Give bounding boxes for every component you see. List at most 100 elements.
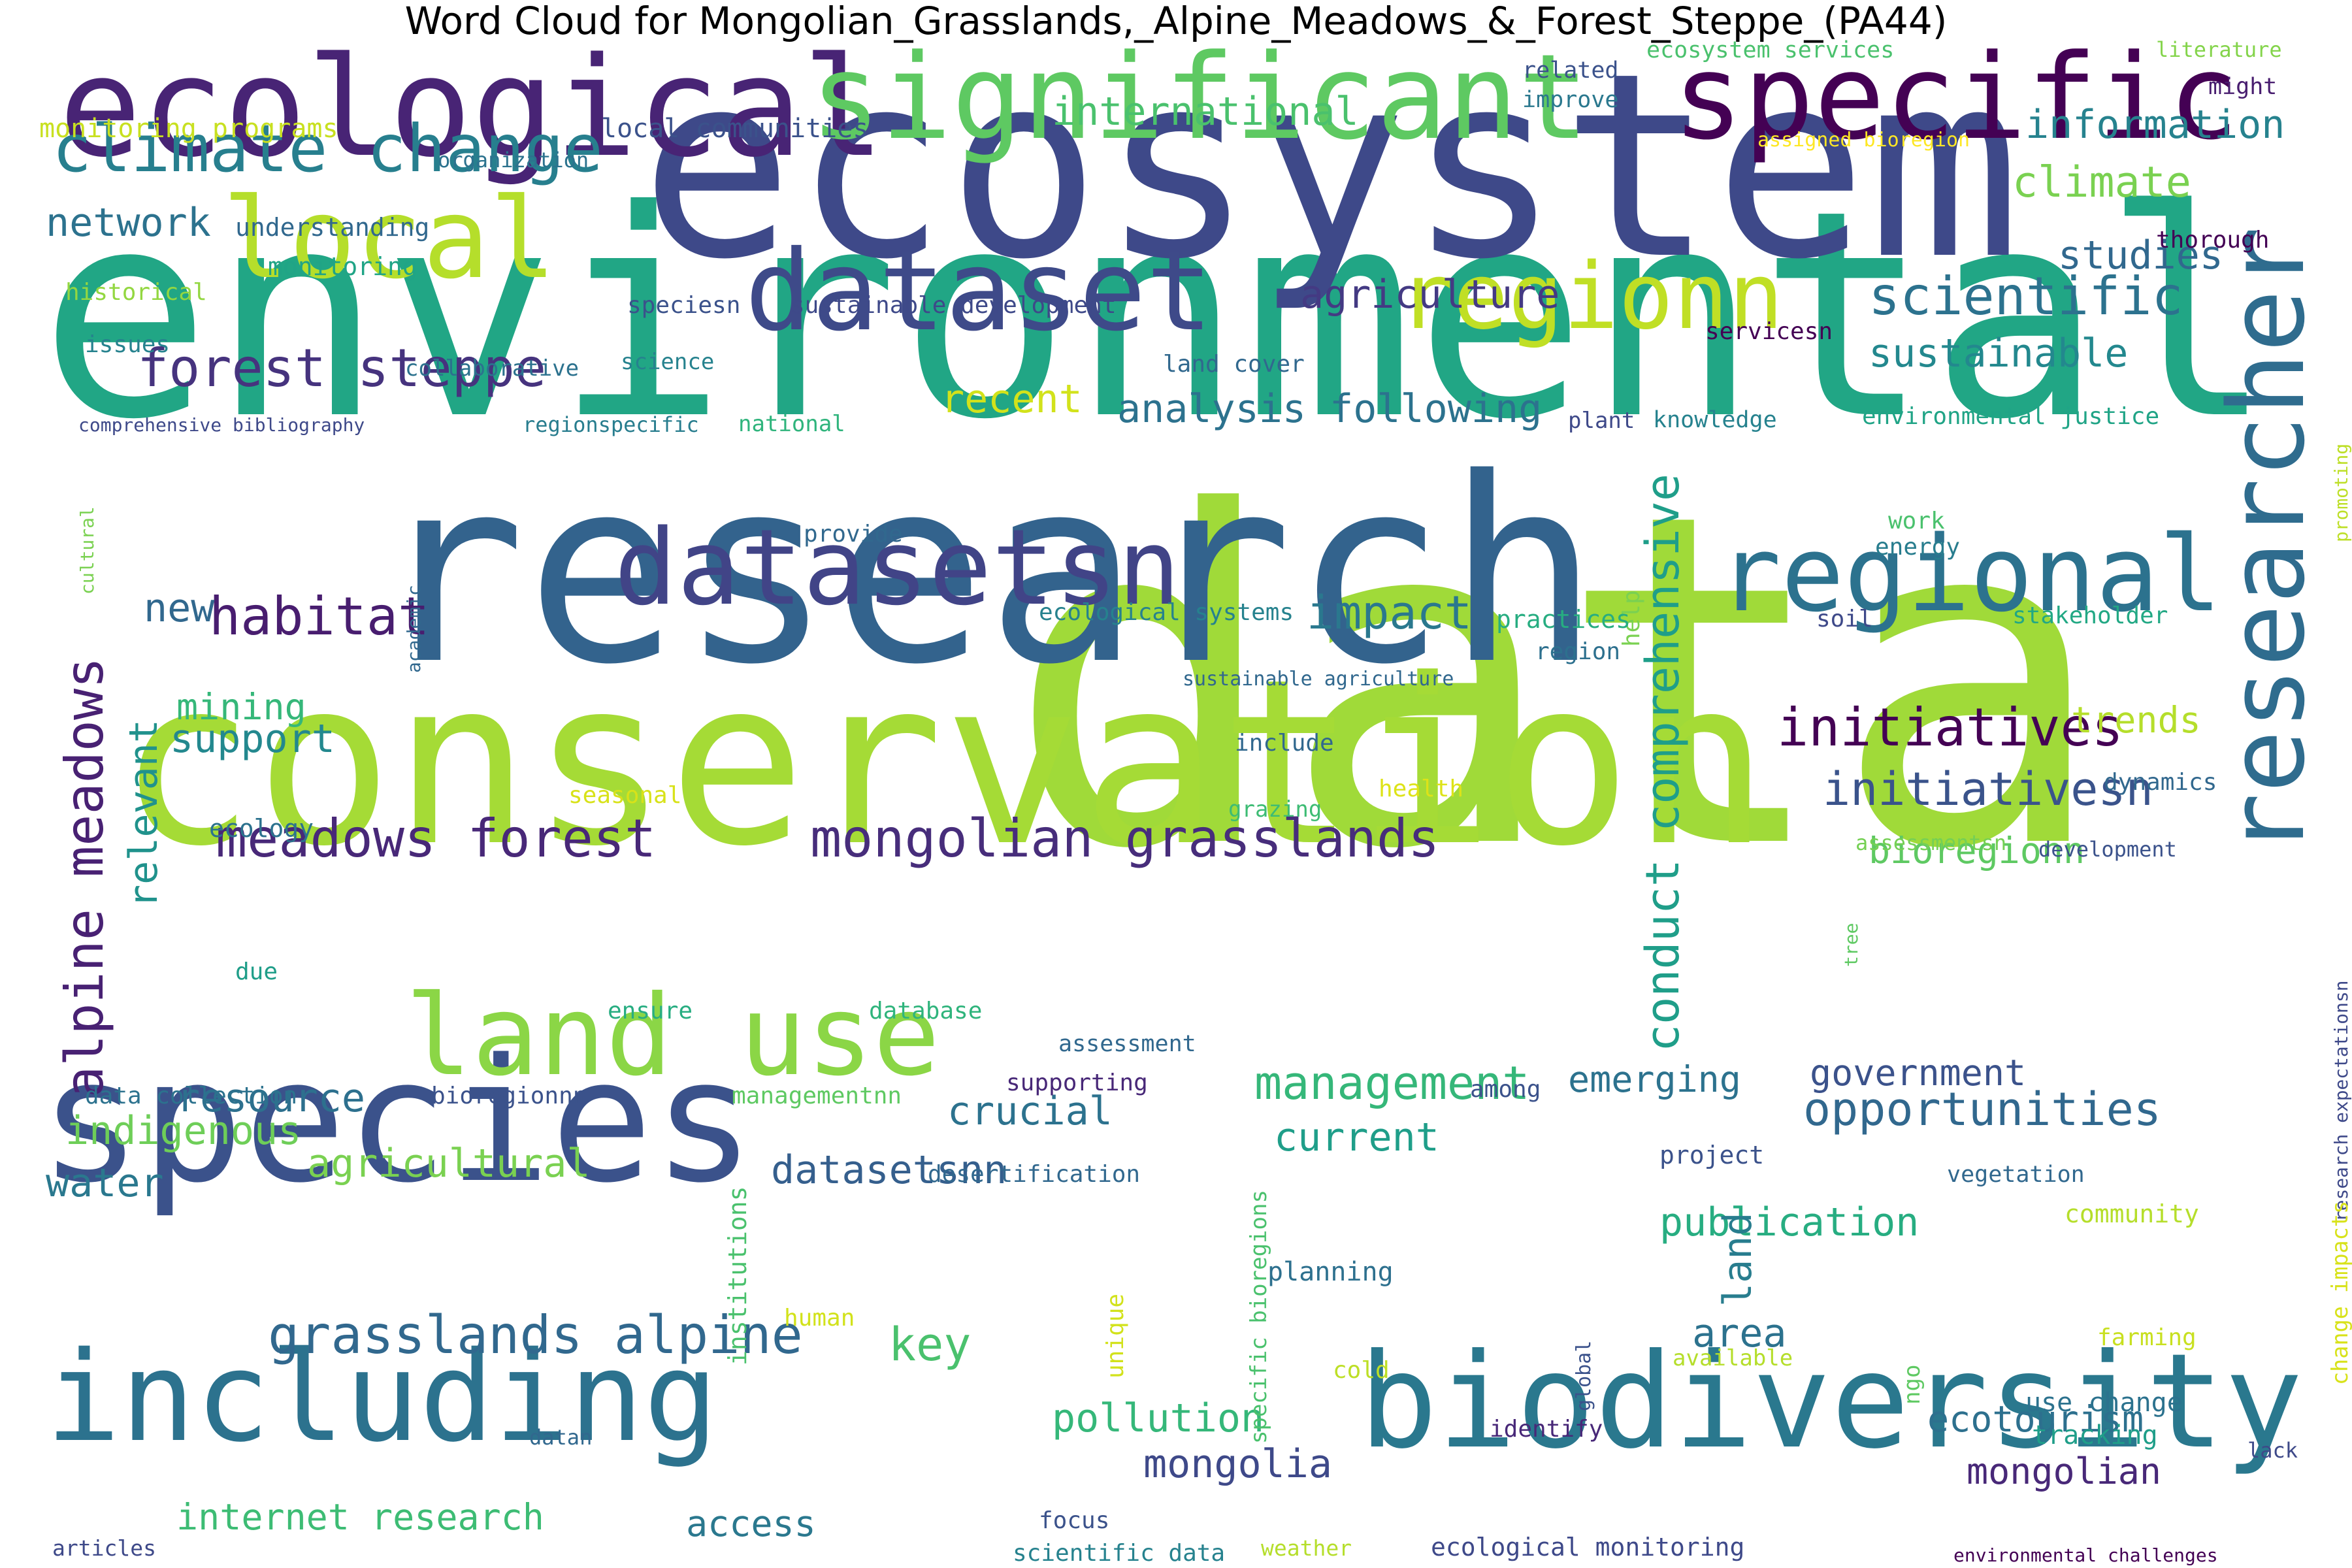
word-grasslands-alpine: grasslands alpine	[268, 1305, 803, 1366]
word-tree: tree	[1840, 923, 1862, 967]
word-assessment: assessment	[1058, 1031, 1196, 1058]
word-assessmentsn: assessmentsn	[1855, 830, 2007, 855]
word-national: national	[738, 411, 845, 438]
word-datasetsn: datasetsn	[614, 506, 1181, 629]
word-monitoring-programs: monitoring programs	[39, 114, 338, 144]
word-servicesn: servicesn	[1705, 318, 1833, 346]
word-land-cover: land cover	[1163, 351, 1305, 378]
word-thorough: thorough	[2156, 227, 2270, 254]
word-ecotourism: ecotourism	[1927, 1397, 2144, 1440]
word-regional: regional	[1718, 512, 2222, 635]
word-might: might	[2208, 74, 2278, 101]
word-ecosystem-services: ecosystem services	[1646, 37, 1895, 63]
word-current: current	[1274, 1114, 1439, 1160]
word-data: data	[1006, 417, 2108, 949]
word-regionspecific: regionspecific	[523, 412, 699, 437]
word-ecological-monitoring: ecological monitoring	[1431, 1532, 1745, 1561]
word-ngo: ngo	[1899, 1364, 1925, 1405]
word-issues: issues	[85, 331, 171, 359]
word-ecology: ecology	[209, 813, 314, 843]
word-practices: practices	[1496, 604, 1631, 634]
word-new: new	[144, 585, 215, 631]
word-mongolia: mongolia	[1143, 1441, 1332, 1487]
word-stakeholder: stakeholder	[2012, 602, 2168, 630]
word-human: human	[784, 1305, 855, 1332]
word-data-collection: data collection	[85, 1083, 298, 1110]
word-assigned-bioregion: assigned bioregion	[1757, 129, 1970, 152]
word-supporting: supporting	[1006, 1070, 1148, 1097]
word-work: work	[1888, 508, 1945, 535]
word-literature: literature	[2156, 37, 2282, 62]
word-focus: focus	[1039, 1507, 1110, 1535]
word-health: health	[1379, 776, 1464, 803]
word-biodiversity: biodiversity	[1359, 1326, 2303, 1478]
word-ecological-systems: ecological systems	[1039, 599, 1294, 627]
word-farming: farming	[2097, 1324, 2197, 1352]
word-comprehensive-bibliography: comprehensive bibliography	[78, 414, 365, 436]
word-researcher: researcher	[2206, 226, 2328, 856]
word-agriculture: agriculture	[1300, 271, 1560, 318]
word-ecological: ecological	[59, 27, 885, 188]
word-sustainable: sustainable	[1869, 330, 2129, 376]
word-global: global	[1573, 1340, 1595, 1411]
word-relevant: relevant	[121, 719, 167, 908]
word-studies: studies	[2058, 232, 2223, 278]
word-research-expectationsn: research expectationsn	[2330, 980, 2352, 1222]
word-conduct-comprehensive: conduct comprehensive	[1636, 473, 1690, 1052]
word-regionn: regionn	[1398, 244, 1784, 351]
word-datan: datan	[529, 1424, 593, 1450]
word-cold: cold	[1333, 1357, 1390, 1384]
word-indigenous: indigenous	[65, 1107, 302, 1154]
word-due: due	[235, 958, 278, 986]
word-planning: planning	[1267, 1257, 1394, 1288]
word-speciesn: speciesn	[627, 292, 741, 319]
word-energy: energy	[1875, 534, 1961, 561]
word-mongolian-grasslands: mongolian grasslands	[810, 808, 1440, 870]
word-vegetation: vegetation	[1947, 1162, 2085, 1188]
word-government: government	[1810, 1051, 2027, 1094]
word-promoting: promoting	[2330, 443, 2352, 542]
word-project: project	[1659, 1140, 1765, 1169]
chart-title: Word Cloud for Mongolian_Grasslands,_Alp…	[404, 0, 1948, 43]
word-datasetsnn: datasetsnn	[771, 1147, 1007, 1193]
word-tracking: tracking	[2032, 1420, 2158, 1451]
word-cultural: cultural	[76, 506, 98, 595]
word-habitat: habitat	[209, 586, 430, 647]
word-mongolian: mongolian	[1967, 1450, 2162, 1492]
word-organization: organization	[438, 147, 589, 172]
word-use-change: use change	[2025, 1388, 2183, 1418]
word-analysis-following: analysis following	[1117, 385, 1543, 432]
word-unique: unique	[1102, 1293, 1129, 1379]
word-initiatives: initiatives	[1777, 697, 2123, 759]
word-change-impacts: change impacts	[2327, 1200, 2352, 1385]
word-land-use: land use	[405, 971, 940, 1101]
word-local-communities: local communities	[601, 114, 869, 144]
word-community: community	[2065, 1199, 2199, 1228]
word-emerging: emerging	[1568, 1058, 1741, 1100]
word-weather: weather	[1261, 1535, 1352, 1561]
word-desertification: desertification	[928, 1161, 1141, 1188]
word-understanding: understanding	[235, 212, 430, 242]
word-conservation: conservation	[118, 630, 1770, 896]
word-alpine-meadows: alpine meadows	[54, 657, 115, 1098]
word-forest-steppe: forest steppe	[137, 338, 547, 399]
word-knowledge: knowledge	[1653, 407, 1777, 434]
word-available: available	[1673, 1345, 1793, 1372]
word-species: species	[39, 1022, 755, 1220]
word-scientific-data: scientific data	[1013, 1540, 1226, 1567]
word-development: development	[2038, 836, 2177, 862]
word-region: region	[1535, 638, 1621, 666]
word-provide: provide	[804, 521, 903, 548]
word-area: area	[1692, 1310, 1787, 1356]
word-identify: identify	[1490, 1416, 1603, 1443]
word-ensure: ensure	[608, 998, 693, 1025]
word-management: management	[1254, 1056, 1530, 1110]
word-opportunities: opportunities	[1803, 1082, 2161, 1136]
word-climate: climate	[2012, 157, 2191, 207]
word-international: international	[1052, 88, 1359, 135]
word-water: water	[46, 1160, 164, 1206]
word-initiativesn: initiativesn	[1823, 762, 2153, 816]
word-environmental-justice: environmental justice	[1862, 403, 2160, 431]
word-bioregionnn: bioregionnn	[431, 1083, 587, 1110]
